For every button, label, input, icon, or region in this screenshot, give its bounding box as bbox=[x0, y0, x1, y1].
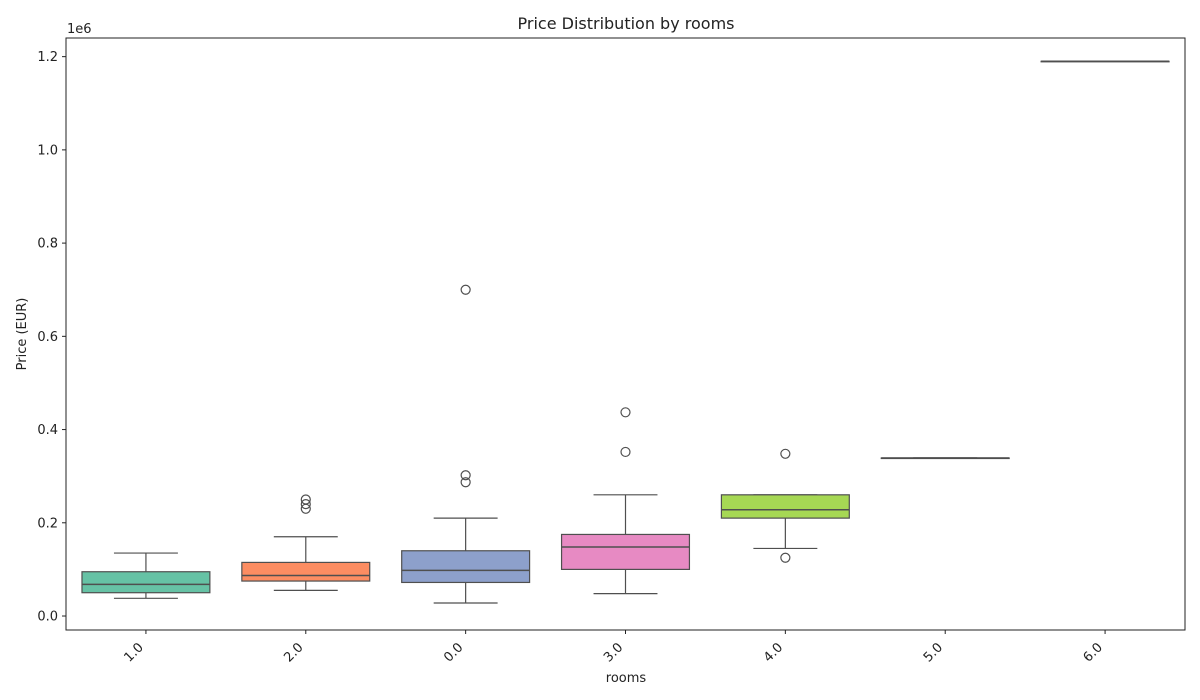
y-tick-label: 0.6 bbox=[37, 330, 58, 345]
box-body bbox=[401, 550, 531, 584]
y-tick-label: 1.0 bbox=[37, 143, 58, 158]
x-axis-label: rooms bbox=[606, 671, 647, 686]
box-group bbox=[241, 494, 371, 591]
box-body bbox=[720, 494, 850, 519]
x-tick-label: 4.0 bbox=[761, 640, 786, 665]
outlier-point bbox=[300, 499, 311, 510]
box-group bbox=[401, 284, 531, 604]
outlier-point bbox=[620, 407, 631, 418]
outlier-point bbox=[460, 477, 471, 488]
x-tick-label: 2.0 bbox=[281, 640, 306, 665]
outlier-point bbox=[460, 284, 471, 295]
y-axis-label: Price (EUR) bbox=[15, 298, 30, 371]
plot-area bbox=[81, 60, 1170, 604]
x-tick-label: 1.0 bbox=[122, 640, 147, 665]
y-tick-label: 0.8 bbox=[37, 237, 58, 252]
y-tick-label: 0.0 bbox=[37, 610, 58, 625]
outlier-point bbox=[780, 448, 791, 459]
box-body bbox=[81, 571, 211, 594]
box-group bbox=[81, 552, 211, 599]
outlier-point bbox=[780, 552, 791, 563]
box-group bbox=[560, 407, 691, 595]
outlier-point bbox=[620, 446, 631, 458]
box-group bbox=[1040, 60, 1170, 63]
box-body bbox=[241, 561, 371, 582]
x-tick-label: 5.0 bbox=[921, 640, 946, 665]
chart-title: Price Distribution by rooms bbox=[518, 14, 735, 33]
x-tick-label: 3.0 bbox=[601, 640, 626, 665]
y-tick-label: 0.4 bbox=[37, 423, 58, 438]
y-tick-label: 1.2 bbox=[37, 50, 58, 65]
box-body bbox=[560, 533, 691, 571]
box-group bbox=[880, 457, 1010, 460]
outlier-point bbox=[300, 494, 311, 505]
x-tick-label: 6.0 bbox=[1081, 640, 1106, 665]
outlier-point bbox=[460, 470, 471, 481]
y-offset-text: 1e6 bbox=[67, 22, 92, 37]
box-group bbox=[720, 448, 850, 563]
y-tick-label: 0.2 bbox=[37, 516, 58, 531]
x-tick-label: 0.0 bbox=[441, 640, 466, 665]
